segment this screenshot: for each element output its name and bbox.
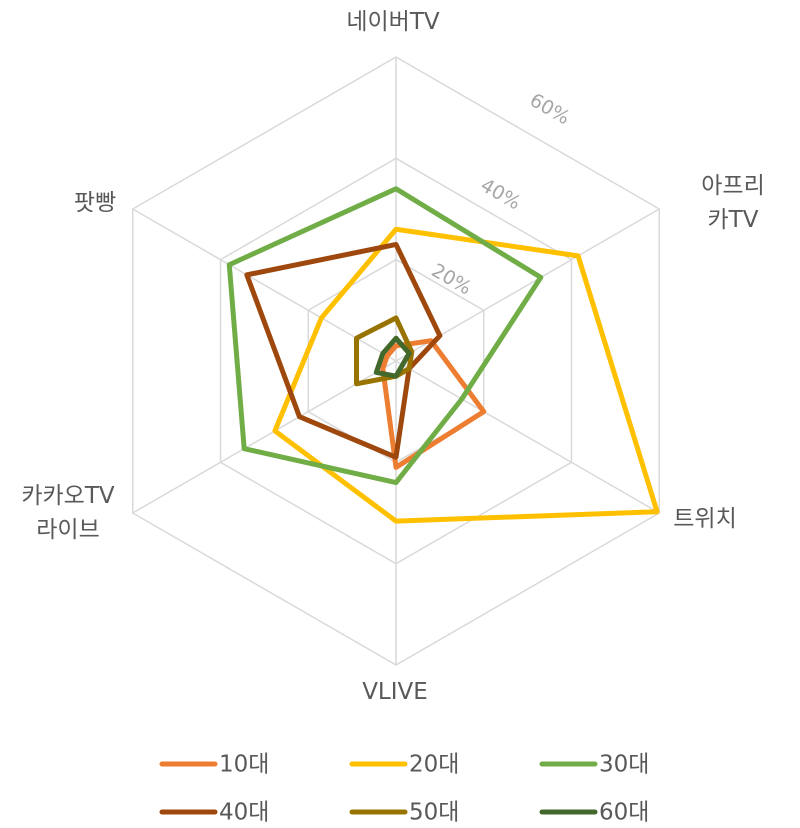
tick-label: 20% [428,259,476,299]
legend-label: 40대 [219,800,269,826]
series-line [380,338,487,470]
tick-label: 60% [526,89,574,129]
series-line [272,226,660,524]
legend-label: 30대 [599,752,649,778]
legend-label: 50대 [409,800,459,826]
category-label: 아프리카TV [701,173,765,233]
category-label: 카카오TV 라이브 [21,483,115,543]
spoke [132,360,397,514]
spoke [132,208,397,362]
category-label: 트위치 [673,506,737,532]
category-label: 팟빵 [73,190,117,216]
category-label: 네이버TV [346,9,440,35]
category-label: VLIVE [362,679,428,705]
spoke [395,360,660,514]
legend-label: 10대 [219,752,269,778]
legend-label: 60대 [599,800,649,826]
series-line [244,241,443,460]
series-line [373,335,412,379]
legend-label: 20대 [409,752,459,778]
series-line [226,186,544,486]
